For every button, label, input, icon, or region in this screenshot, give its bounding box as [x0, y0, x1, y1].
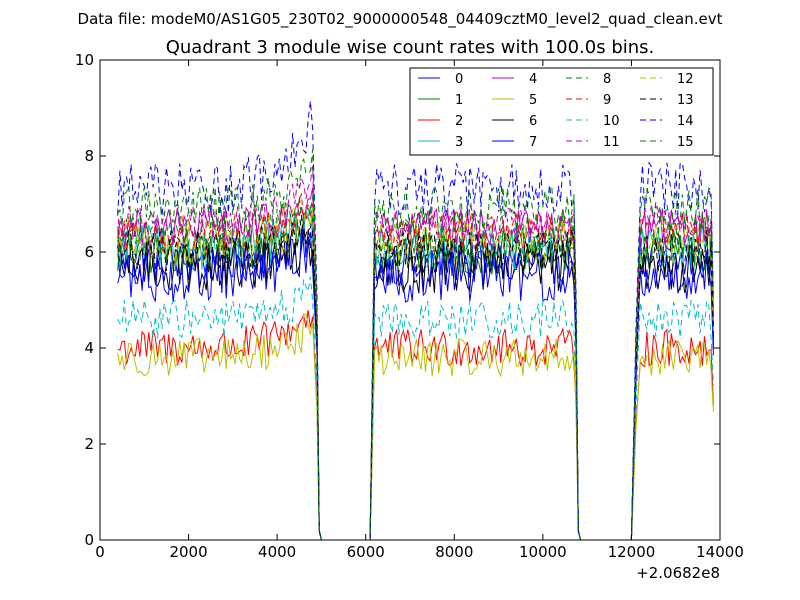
y-tick-label: 0	[84, 531, 94, 549]
legend-label-1: 1	[455, 93, 463, 108]
x-tick-label: 10000	[519, 543, 567, 561]
y-tick-label: 2	[84, 435, 94, 453]
legend-label-3: 3	[455, 135, 463, 150]
plot-frame	[99, 59, 721, 541]
legend-label-13: 13	[677, 93, 694, 108]
series-lines	[117, 100, 714, 541]
x-tick-label: 6000	[347, 543, 385, 561]
y-tick-label: 6	[84, 243, 94, 261]
legend-label-5: 5	[529, 93, 537, 108]
x-axis: 0 2000 4000 6000 8000 10000 12000 14000	[95, 60, 744, 561]
series-line-15	[117, 149, 714, 541]
y-tick-label: 4	[84, 339, 94, 357]
chart-title: Quadrant 3 module wise count rates with …	[166, 37, 655, 58]
legend-label-9: 9	[603, 93, 611, 108]
legend-box	[409, 67, 714, 156]
legend-label-11: 11	[603, 135, 620, 150]
y-tick-label: 8	[84, 147, 94, 165]
x-tick-label: 0	[95, 543, 105, 561]
series-line-12	[117, 204, 714, 541]
legend-label-0: 0	[455, 72, 463, 87]
legend-label-12: 12	[677, 72, 694, 87]
y-tick-label: 10	[75, 51, 94, 69]
x-tick-label: 14000	[696, 543, 744, 561]
series-line-11	[117, 166, 714, 541]
legend-label-7: 7	[529, 135, 537, 150]
legend-label-10: 10	[603, 114, 620, 129]
legend-label-14: 14	[677, 114, 694, 129]
chart-suptitle: Data file: modeM0/AS1G05_230T02_90000005…	[78, 10, 723, 29]
legend-label-6: 6	[529, 114, 537, 129]
x-axis-offset-label: +2.0682e8	[636, 564, 720, 582]
series-line-14	[117, 100, 714, 541]
x-tick-label: 4000	[258, 543, 296, 561]
x-tick-label: 2000	[169, 543, 207, 561]
legend-label-15: 15	[677, 135, 694, 150]
x-tick-label: 8000	[435, 543, 473, 561]
legend-label-4: 4	[529, 72, 537, 87]
legend-label-8: 8	[603, 72, 611, 87]
x-tick-label: 12000	[608, 543, 656, 561]
legend-label-2: 2	[455, 114, 463, 129]
